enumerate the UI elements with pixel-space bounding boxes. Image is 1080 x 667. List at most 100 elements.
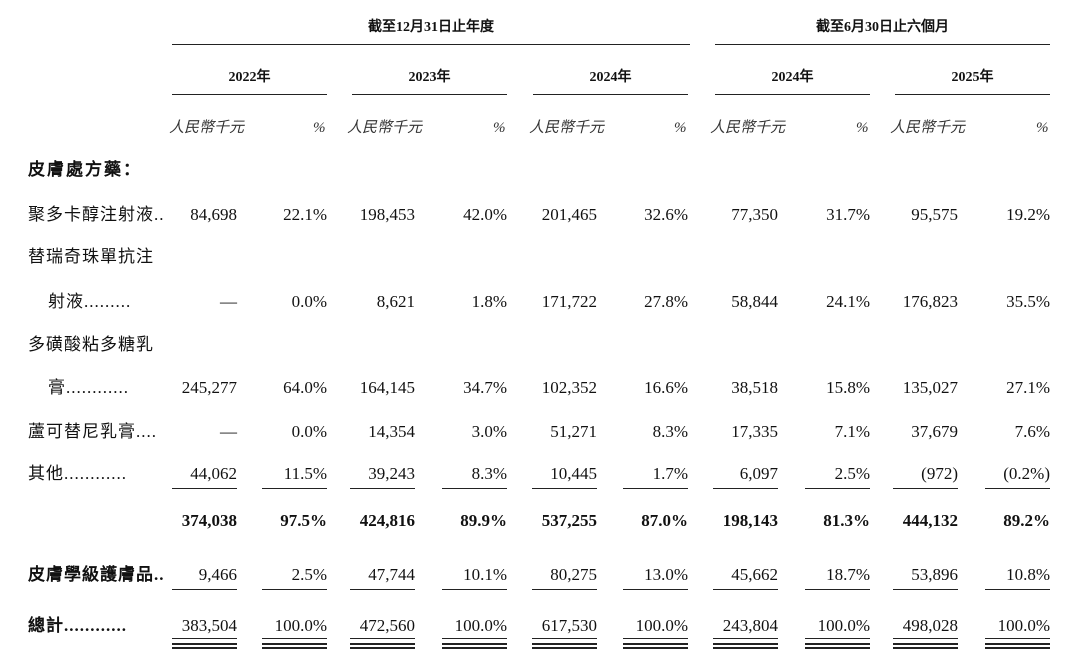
cell-value: 14,354 — [368, 422, 415, 441]
cell-value: 6,097 — [739, 464, 778, 483]
rule — [442, 488, 507, 489]
rule — [893, 589, 958, 590]
rule — [442, 638, 507, 639]
rule — [352, 94, 507, 95]
row-label: 替瑞奇珠單抗注 — [28, 247, 154, 266]
rule — [350, 488, 415, 489]
double-rule — [262, 643, 327, 649]
double-rule — [713, 643, 778, 649]
row-label: 蘆可替尼乳膏.... — [28, 422, 157, 441]
section-header: 皮膚處方藥： — [28, 160, 142, 179]
row-label: 聚多卡醇注射液.. — [28, 205, 165, 224]
cell-value: 32.6% — [644, 205, 688, 224]
cell-value: 7.6% — [1014, 422, 1050, 441]
double-rule — [350, 643, 415, 649]
rule — [172, 94, 327, 95]
rule — [713, 488, 778, 489]
rule — [895, 94, 1050, 95]
cell-value: 42.0% — [463, 205, 507, 224]
cell-value: 24.1% — [826, 292, 870, 311]
cell-value: 18.7% — [826, 565, 870, 584]
rule — [532, 589, 597, 590]
year-header: 2024年 — [589, 70, 632, 85]
double-rule — [442, 643, 507, 649]
cell-value: 16.6% — [644, 378, 688, 397]
cell-value: 1.7% — [652, 464, 688, 483]
year-header: 2025年 — [951, 70, 994, 85]
row-label: 射液......... — [48, 292, 132, 311]
cell-value: 1.8% — [471, 292, 507, 311]
cell-value: 51,271 — [550, 422, 597, 441]
rule — [623, 589, 688, 590]
cell-value: 245,277 — [181, 378, 237, 397]
rule — [713, 638, 778, 639]
rule — [893, 488, 958, 489]
double-rule — [805, 643, 870, 649]
cell-value: 35.5% — [1006, 292, 1050, 311]
cell-value: 100.0% — [274, 616, 327, 635]
unit-label: % — [856, 120, 869, 136]
cell-value: 10.8% — [1006, 565, 1050, 584]
cell-value: 47,744 — [368, 565, 415, 584]
rule — [172, 638, 237, 639]
unit-label: 人民幣千元 — [347, 120, 423, 136]
year-header: 2023年 — [408, 70, 451, 85]
cell-value: 19.2% — [1006, 205, 1050, 224]
rule — [532, 638, 597, 639]
cell-value: 472,560 — [359, 616, 415, 635]
group-header: 截至12月31日止年度 — [368, 20, 494, 35]
rule — [805, 589, 870, 590]
cell-value: 89.9% — [460, 511, 507, 530]
cell-value: 44,062 — [190, 464, 237, 483]
cell-value: 87.0% — [641, 511, 688, 530]
rule — [623, 488, 688, 489]
cell-value: 3.0% — [471, 422, 507, 441]
double-rule — [623, 643, 688, 649]
cell-value: 617,530 — [541, 616, 597, 635]
cell-value: 58,844 — [731, 292, 778, 311]
cell-value: 37,679 — [911, 422, 958, 441]
unit-label: 人民幣千元 — [529, 120, 605, 136]
year-header: 2022年 — [228, 70, 271, 85]
cell-value: 102,352 — [541, 378, 597, 397]
rule — [805, 638, 870, 639]
cell-value: 10.1% — [463, 565, 507, 584]
cell-value: 45,662 — [731, 565, 778, 584]
cell-value: 100.0% — [817, 616, 870, 635]
unit-label: 人民幣千元 — [890, 120, 966, 136]
unit-label: % — [1036, 120, 1049, 136]
cell-value: (0.2%) — [1003, 464, 1050, 483]
cell-value: 498,028 — [902, 616, 958, 635]
cell-value: 95,575 — [911, 205, 958, 224]
rule — [262, 589, 327, 590]
cell-value: 2.5% — [834, 464, 870, 483]
cell-value: 198,453 — [359, 205, 415, 224]
rule — [350, 589, 415, 590]
cell-value: (972) — [921, 464, 958, 483]
cell-value: 100.0% — [454, 616, 507, 635]
cell-value: 424,816 — [359, 511, 415, 530]
cell-value: 164,145 — [359, 378, 415, 397]
unit-label: % — [674, 120, 687, 136]
rule — [532, 488, 597, 489]
cell-value: 243,804 — [722, 616, 778, 635]
unit-label: 人民幣千元 — [169, 120, 245, 136]
cell-value: — — [220, 422, 237, 441]
rule — [350, 638, 415, 639]
row-label: 膏............ — [48, 378, 129, 397]
cell-value: 13.0% — [644, 565, 688, 584]
cell-value: 38,518 — [731, 378, 778, 397]
cell-value: 374,038 — [181, 511, 237, 530]
cell-value: 27.8% — [644, 292, 688, 311]
rule — [172, 44, 690, 45]
rule — [262, 638, 327, 639]
rule — [715, 44, 1050, 45]
cell-value: 198,143 — [722, 511, 778, 530]
cell-value: 0.0% — [291, 292, 327, 311]
year-header: 2024年 — [771, 70, 814, 85]
cell-value: 10,445 — [550, 464, 597, 483]
cell-value: 34.7% — [463, 378, 507, 397]
rule — [172, 589, 237, 590]
rule — [442, 589, 507, 590]
